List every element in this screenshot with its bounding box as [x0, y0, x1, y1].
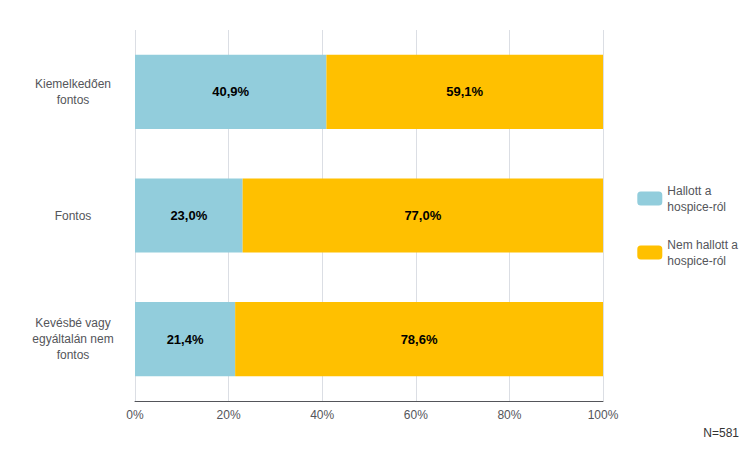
svg-text:N=581: N=581	[703, 426, 739, 440]
svg-text:21,4%: 21,4%	[167, 332, 204, 347]
svg-text:40%: 40%	[310, 408, 334, 422]
svg-text:Kevésbé vagy: Kevésbé vagy	[35, 316, 110, 330]
svg-text:Hallott a: Hallott a	[667, 184, 711, 198]
svg-text:23,0%: 23,0%	[170, 208, 207, 223]
svg-text:60%: 60%	[404, 408, 428, 422]
svg-text:0%: 0%	[126, 408, 144, 422]
svg-text:77,0%: 77,0%	[404, 208, 441, 223]
svg-text:egyáltalán nem: egyáltalán nem	[32, 332, 113, 346]
svg-text:fontos: fontos	[57, 348, 90, 362]
svg-text:59,1%: 59,1%	[446, 84, 483, 99]
svg-text:Fontos: Fontos	[55, 209, 92, 223]
svg-text:78,6%: 78,6%	[401, 332, 438, 347]
svg-text:80%: 80%	[497, 408, 521, 422]
svg-text:100%: 100%	[588, 408, 619, 422]
svg-text:Kiemelkedően: Kiemelkedően	[35, 77, 111, 91]
svg-text:40,9%: 40,9%	[212, 84, 249, 99]
svg-text:20%: 20%	[217, 408, 241, 422]
svg-text:hospice-ról: hospice-ról	[667, 254, 726, 268]
svg-text:hospice-ról: hospice-ról	[667, 200, 726, 214]
svg-text:Nem hallott a: Nem hallott a	[667, 238, 738, 252]
svg-text:fontos: fontos	[57, 93, 90, 107]
